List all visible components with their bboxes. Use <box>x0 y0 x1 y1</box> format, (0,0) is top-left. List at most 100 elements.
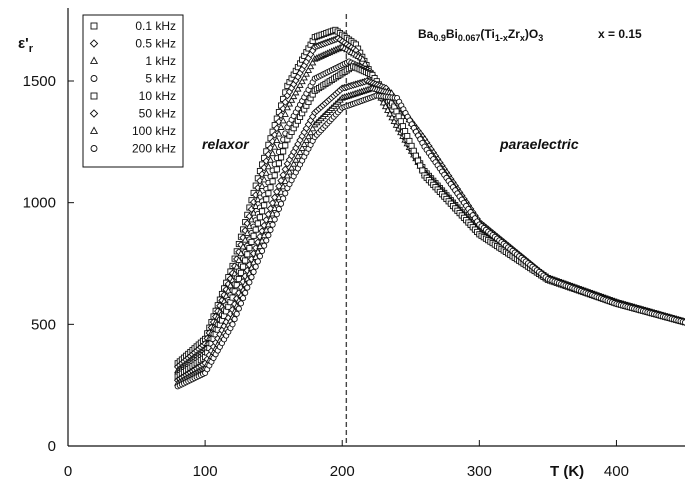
data-point <box>250 268 257 275</box>
data-point <box>275 205 282 213</box>
data-point <box>379 98 387 106</box>
data-point <box>264 162 273 170</box>
data-point <box>246 245 253 252</box>
axes: 0 500 1000 1500 0 100 200 300 400 <box>23 8 685 480</box>
data-point <box>260 175 268 183</box>
data-point <box>275 129 283 137</box>
data-point <box>233 310 240 317</box>
data-point <box>260 221 268 230</box>
y-tick-label: 1500 <box>23 73 56 90</box>
data-point <box>281 98 290 106</box>
data-point <box>397 118 404 125</box>
data-point <box>306 128 315 136</box>
data-point <box>242 289 249 296</box>
legend-label: 10 kHz <box>139 89 176 103</box>
data-point <box>259 208 266 215</box>
data-point <box>258 182 266 189</box>
formula-text: Bi <box>446 27 458 41</box>
data-point <box>277 154 285 161</box>
y-axis-title-main: ε' <box>18 35 29 52</box>
legend-label: 100 kHz <box>132 124 176 138</box>
data-point <box>266 156 275 163</box>
data-point <box>252 226 259 233</box>
legend-marker <box>90 22 98 30</box>
legend-marker <box>90 145 98 152</box>
data-point <box>359 55 367 62</box>
data-point <box>244 251 251 258</box>
data-point <box>287 96 296 103</box>
data-point <box>273 211 280 218</box>
data-point <box>393 108 400 115</box>
x-tick-label: 400 <box>604 463 629 480</box>
data-point <box>388 113 396 121</box>
formula-subscript: 0.067 <box>458 33 481 43</box>
legend-marker <box>90 92 98 100</box>
data-point <box>296 148 304 155</box>
legend-marker <box>89 39 99 48</box>
data-point <box>268 149 277 157</box>
data-point <box>304 132 313 140</box>
data-point <box>302 70 310 77</box>
chart-formula: Ba0.9Bi0.067(Ti1-xZrx)O3 <box>418 27 543 43</box>
data-point <box>250 232 257 239</box>
data-point <box>279 116 287 124</box>
legend-label: 50 kHz <box>139 107 176 121</box>
data-point <box>282 190 289 197</box>
data-point <box>275 160 282 167</box>
legend-label: 0.5 kHz <box>135 37 176 51</box>
data-point <box>242 257 249 264</box>
data-point <box>248 274 255 281</box>
formula-subscript: 1-x <box>495 33 508 43</box>
legend-marker <box>89 126 99 134</box>
legend-label: 200 kHz <box>132 142 176 156</box>
data-point <box>304 66 313 73</box>
data-point <box>262 216 271 224</box>
data-point <box>259 247 266 255</box>
chart-composition: x = 0.15 <box>598 27 642 41</box>
data-point <box>412 152 419 159</box>
data-point <box>240 295 247 302</box>
data-point <box>269 221 276 228</box>
data-point <box>283 171 291 179</box>
series-0-5-khz <box>173 34 685 371</box>
data-point <box>406 137 413 145</box>
data-point <box>287 163 296 171</box>
data-point <box>261 242 268 249</box>
legend-label: 0.1 kHz <box>135 19 176 33</box>
data-point <box>229 321 236 328</box>
data-point <box>277 123 285 130</box>
data-point <box>282 142 289 149</box>
data-point <box>254 220 261 227</box>
x-axis-title: T (K) <box>550 463 584 480</box>
data-point <box>302 136 310 144</box>
annotation-paraelectric: paraelectric <box>499 136 579 152</box>
y-tick-label: 1000 <box>23 195 56 212</box>
data-point <box>298 77 306 85</box>
data-point <box>309 58 317 66</box>
data-point <box>386 109 394 117</box>
data-point <box>231 316 238 323</box>
annotation-relaxor: relaxor <box>202 136 250 152</box>
data-point <box>273 136 281 144</box>
formula-text: Zr <box>508 27 520 41</box>
formula-text: Ba <box>418 27 434 41</box>
legend-box <box>82 14 184 168</box>
data-point <box>235 305 242 312</box>
y-tick-label: 0 <box>48 438 56 455</box>
data-point <box>277 200 285 207</box>
data-point <box>300 140 308 147</box>
formula-text: )O <box>525 27 538 41</box>
legend: 0.1 kHz 0.5 kHz 1 kHz 5 kHz 10 kHz 50 kHz 100 … <box>82 14 184 168</box>
data-point <box>414 157 422 164</box>
data-point <box>277 176 285 185</box>
y-axis-title: ε'r <box>18 35 34 55</box>
data-point <box>285 167 294 175</box>
data-point <box>271 172 278 179</box>
formula-subscript: 3 <box>538 33 543 43</box>
data-point <box>271 143 279 150</box>
data-point <box>417 162 424 169</box>
data-point <box>306 62 315 70</box>
series-0-1-khz <box>174 26 685 367</box>
formula-subscript: 0.9 <box>433 33 446 43</box>
